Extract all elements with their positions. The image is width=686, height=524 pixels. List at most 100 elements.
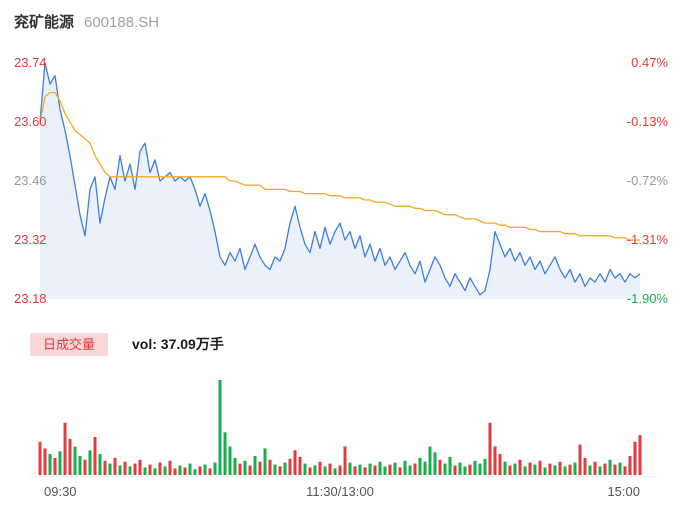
volume-bar [513, 463, 517, 475]
volume-bar [133, 463, 137, 475]
volume-bar [233, 457, 237, 475]
volume-bar [293, 450, 297, 475]
volume-bar [193, 469, 197, 475]
volume-bar [538, 460, 542, 476]
volume-bar [533, 464, 537, 475]
volume-bar [243, 460, 247, 476]
volume-bar [318, 461, 322, 475]
volume-bar [113, 457, 117, 475]
volume-bar [153, 468, 157, 476]
volume-bar [473, 460, 477, 476]
stock-code: 600188.SH [84, 14, 160, 31]
volume-bar [323, 466, 327, 475]
volume-bar [263, 448, 267, 475]
volume-bar [448, 456, 452, 475]
volume-bar [123, 461, 127, 475]
volume-bar [518, 459, 522, 475]
volume-bar [348, 462, 352, 475]
volume-bar [158, 462, 162, 475]
price-axis-label: 23.46 [14, 173, 47, 188]
x-tick-1130-1300: 11:30/13:00 [306, 484, 374, 499]
volume-bar [638, 435, 642, 475]
volume-bar [218, 380, 222, 475]
volume-bar [488, 422, 492, 476]
volume-bar [403, 460, 407, 476]
volume-bar [188, 463, 192, 475]
volume-bar [558, 461, 562, 475]
volume-bar [608, 459, 612, 475]
volume-bar [363, 467, 367, 475]
volume-bar [368, 463, 372, 475]
volume-bar [268, 459, 272, 475]
volume-bar [383, 466, 387, 475]
volume-bar [38, 441, 42, 476]
daily-volume-badge[interactable]: 日成交量 [30, 332, 109, 356]
volume-bar [223, 432, 227, 476]
volume-bar [453, 465, 457, 475]
volume-bar [593, 461, 597, 475]
volume-bar [78, 456, 82, 475]
volume-bar [328, 463, 332, 475]
volume-bar [508, 465, 512, 475]
volume-bar [63, 422, 67, 476]
volume-bar [603, 463, 607, 475]
stock-name: 兖矿能源 [14, 14, 75, 31]
volume-value-label: vol: 37.09万手 [132, 336, 224, 352]
volume-bar [628, 456, 632, 475]
volume-bar [273, 464, 277, 475]
volume-bar [208, 468, 212, 476]
volume-bar [288, 458, 292, 476]
volume-bar [463, 466, 467, 475]
volume-bar [43, 448, 47, 475]
volume-bar [283, 462, 287, 475]
volume-bar [623, 466, 627, 475]
volume-bar [418, 457, 422, 475]
percent-axis-label: 0.47% [631, 55, 668, 70]
volume-bar [613, 464, 617, 475]
volume-bar [163, 466, 167, 475]
volume-bar [568, 464, 572, 475]
volume-bar [458, 462, 462, 475]
price-axis-label: 23.18 [14, 291, 47, 306]
header: 兖矿能源 600188.SH [14, 14, 159, 32]
x-tick-1500: 15:00 [607, 484, 640, 499]
volume-bar [338, 465, 342, 475]
volume-header-row: 日成交量 vol: 37.09万手 [30, 332, 224, 356]
volume-bar [633, 441, 637, 476]
price-axis-label: 23.32 [14, 232, 47, 247]
volume-bar [548, 463, 552, 475]
volume-bar [83, 459, 87, 475]
volume-bar [563, 466, 567, 475]
volume-bar [298, 456, 302, 475]
volume-bar [108, 463, 112, 475]
volume-bar [203, 464, 207, 475]
volume-bar [253, 456, 257, 475]
volume-bar [358, 464, 362, 475]
volume-bar [88, 450, 92, 475]
volume-bar [258, 461, 262, 475]
volume-bar [58, 451, 62, 476]
volume-bar [303, 463, 307, 475]
volume-bar [68, 438, 72, 475]
volume-bar [498, 454, 502, 475]
volume-bar [213, 462, 217, 475]
volume-bar [578, 444, 582, 475]
volume-bar [333, 468, 337, 476]
volume-bar [138, 459, 142, 475]
volume-bar [128, 466, 132, 475]
volume-bar [618, 462, 622, 475]
volume-bar [53, 457, 57, 475]
volume-bar [93, 437, 97, 475]
volume-bar [73, 446, 77, 475]
volume-bar [438, 459, 442, 475]
percent-axis-label: -0.13% [626, 114, 668, 129]
volume-bar [388, 464, 392, 475]
volume-bar [373, 465, 377, 475]
price-axis-label: 23.74 [14, 55, 47, 70]
volume-bar [588, 465, 592, 475]
volume-bar [143, 467, 147, 475]
volume-bar [573, 462, 577, 475]
volume-bar [173, 468, 177, 476]
